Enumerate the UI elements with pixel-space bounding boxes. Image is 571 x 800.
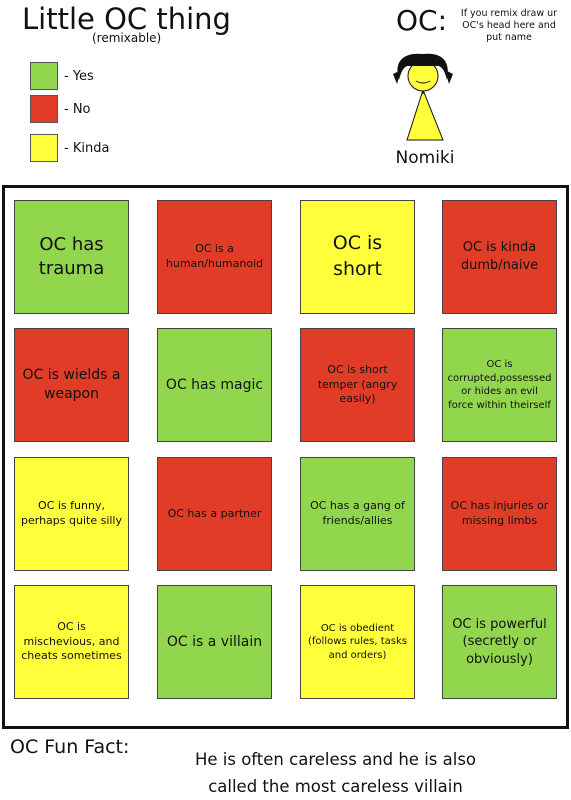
cell: OC has magic: [157, 328, 272, 442]
legend-label: - No: [64, 101, 91, 117]
cell-text: OC is a human/humanoid: [165, 242, 264, 270]
fun-fact-label: OC Fun Fact:: [10, 736, 130, 758]
cell: OC is funny, perhaps quite silly: [14, 457, 129, 571]
remix-note: If you remix draw ur OC's head here and …: [460, 8, 558, 43]
legend-swatch: [30, 62, 58, 90]
cell: OC is a human/humanoid: [157, 200, 272, 314]
oc-label: OC:: [396, 4, 448, 37]
cell-text: OC is kinda dumb/naive: [460, 240, 539, 273]
cell-text: OC has trauma: [38, 233, 105, 279]
cell: OC is mischevious, and cheats sometimes: [14, 585, 129, 699]
cell-text: OC is mischevious, and cheats sometimes: [21, 619, 122, 663]
cell-text: OC is short temper (angry easily): [317, 362, 398, 406]
legend-swatch: [30, 95, 58, 123]
cell: OC has a partner: [157, 457, 272, 571]
legend-label: - Yes: [64, 68, 94, 84]
legend-swatch: [30, 134, 58, 162]
title: Little OC thing: [22, 2, 231, 36]
fun-fact-text: He is often careless and he is also call…: [194, 750, 477, 796]
cell-text: OC is wields a weapon: [22, 367, 121, 402]
cell-text: OC is obedient (follows rules, tasks and…: [308, 622, 407, 661]
cell: OC is obedient (follows rules, tasks and…: [300, 585, 415, 699]
legend-label: - Kinda: [64, 140, 110, 156]
cell: OC is kinda dumb/naive: [442, 200, 557, 314]
cell: OC is short: [300, 200, 415, 314]
cell-text: OC is corrupted,possessed or hides an ev…: [447, 359, 552, 411]
cell-text: OC has a partner: [167, 506, 262, 520]
cell: OC is a villain: [157, 585, 272, 699]
cell: OC is short temper (angry easily): [300, 328, 415, 442]
cell: OC is powerful (secretly or obviously): [442, 585, 557, 699]
cell-text: OC is powerful (secretly or obviously): [452, 616, 547, 667]
cell: OC is corrupted,possessed or hides an ev…: [442, 328, 557, 442]
cell-text: OC is a villain: [166, 633, 263, 650]
cell-text: OC is short: [332, 232, 383, 280]
cell-text: OC is funny, perhaps quite silly: [21, 499, 122, 527]
cell: OC is wields a weapon: [14, 328, 129, 442]
oc-drawing: [393, 53, 453, 141]
cell-text: OC has a gang of friends/allies: [310, 499, 405, 527]
legend-item: - No: [30, 95, 91, 123]
cell-text: OC has injuries or missing limbs: [450, 499, 549, 527]
cell-text: OC has magic: [165, 376, 264, 393]
board: OC has trauma OC is a human/humanoid OC is…: [2, 185, 569, 729]
cell: OC has trauma: [14, 200, 129, 314]
cell: OC has a gang of friends/allies: [300, 457, 415, 571]
cell: OC has injuries or missing limbs: [442, 457, 557, 571]
legend-item: - Kinda: [30, 134, 109, 162]
oc-name: Nomiki: [395, 148, 455, 168]
legend-item: - Yes: [30, 62, 94, 90]
subtitle: (remixable): [92, 31, 162, 45]
